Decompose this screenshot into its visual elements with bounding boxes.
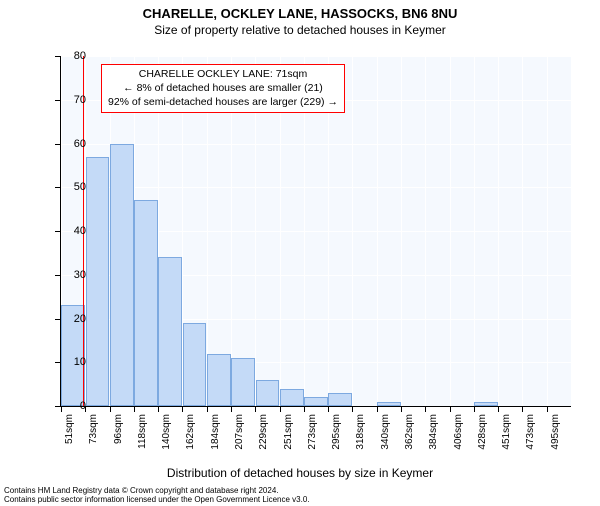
x-tick <box>61 406 62 412</box>
histogram-bar <box>231 358 255 406</box>
gridline-h <box>61 144 571 145</box>
chart-title: CHARELLE, OCKLEY LANE, HASSOCKS, BN6 8NU <box>0 6 600 21</box>
y-tick-label: 70 <box>74 94 86 106</box>
histogram-bar <box>86 157 110 406</box>
x-tick <box>207 406 208 412</box>
chart-subtitle: Size of property relative to detached ho… <box>0 23 600 37</box>
x-tick-label: 184sqm <box>210 414 221 450</box>
x-tick-label: 340sqm <box>380 414 391 450</box>
histogram-bar <box>158 257 182 406</box>
gridline-v <box>547 56 548 406</box>
histogram-bar <box>183 323 207 406</box>
y-tick-label: 80 <box>74 50 86 62</box>
attribution: Contains HM Land Registry data © Crown c… <box>4 486 310 504</box>
attribution-line-1: Contains HM Land Registry data © Crown c… <box>4 486 310 495</box>
y-tick-label: 50 <box>74 181 86 193</box>
x-tick <box>377 406 378 412</box>
x-tick <box>182 406 183 412</box>
histogram-bar <box>256 380 280 406</box>
info-line-1: CHARELLE OCKLEY LANE: 71sqm <box>108 67 338 81</box>
x-tick-label: 251sqm <box>283 414 294 450</box>
x-tick <box>231 406 232 412</box>
histogram-bar <box>280 389 304 407</box>
x-tick <box>522 406 523 412</box>
x-tick-label: 473sqm <box>525 414 536 450</box>
x-tick <box>547 406 548 412</box>
x-tick <box>425 406 426 412</box>
x-tick-label: 118sqm <box>137 414 148 449</box>
gridline-h <box>61 187 571 188</box>
x-tick-label: 428sqm <box>477 414 488 450</box>
x-tick <box>158 406 159 412</box>
histogram-bar <box>304 397 328 406</box>
x-tick <box>280 406 281 412</box>
histogram-bar <box>328 393 352 406</box>
gridline-v <box>352 56 353 406</box>
x-tick-label: 384sqm <box>428 414 439 450</box>
x-tick <box>352 406 353 412</box>
x-tick-label: 73sqm <box>88 414 99 444</box>
y-tick-label: 40 <box>74 225 86 237</box>
gridline-v <box>401 56 402 406</box>
x-tick-label: 96sqm <box>113 414 124 444</box>
x-tick-label: 207sqm <box>234 414 245 450</box>
x-tick <box>304 406 305 412</box>
histogram-bar <box>110 144 134 407</box>
x-tick-label: 362sqm <box>404 414 415 450</box>
y-tick-label: 20 <box>74 313 86 325</box>
y-tick-label: 10 <box>74 356 86 368</box>
info-line-3: 92% of semi-detached houses are larger (… <box>108 95 338 109</box>
gridline-v <box>425 56 426 406</box>
plot-area: CHARELLE OCKLEY LANE: 71sqm ← 8% of deta… <box>60 56 571 407</box>
x-tick <box>474 406 475 412</box>
x-tick-label: 295sqm <box>331 414 342 450</box>
x-tick <box>450 406 451 412</box>
x-tick-label: 406sqm <box>453 414 464 450</box>
gridline-v <box>377 56 378 406</box>
y-tick-label: 60 <box>74 138 86 150</box>
histogram-bar <box>377 402 401 406</box>
x-tick <box>498 406 499 412</box>
x-tick-label: 451sqm <box>501 414 512 450</box>
x-tick <box>134 406 135 412</box>
gridline-v <box>450 56 451 406</box>
gridline-h <box>61 56 571 57</box>
x-tick <box>401 406 402 412</box>
x-tick-label: 273sqm <box>307 414 318 450</box>
x-tick-label: 51sqm <box>64 414 75 444</box>
histogram-bar <box>134 200 158 406</box>
y-tick-label: 0 <box>80 400 86 412</box>
x-tick-label: 318sqm <box>355 414 366 450</box>
info-line-2: ← 8% of detached houses are smaller (21) <box>108 81 338 95</box>
gridline-v <box>522 56 523 406</box>
x-axis-label: Distribution of detached houses by size … <box>0 466 600 480</box>
gridline-v <box>498 56 499 406</box>
chart-container: CHARELLE, OCKLEY LANE, HASSOCKS, BN6 8NU… <box>0 6 600 506</box>
x-tick-label: 162sqm <box>185 414 196 450</box>
x-tick <box>110 406 111 412</box>
x-tick-label: 229sqm <box>258 414 269 450</box>
info-box: CHARELLE OCKLEY LANE: 71sqm ← 8% of deta… <box>101 64 345 113</box>
x-tick <box>255 406 256 412</box>
x-tick <box>328 406 329 412</box>
histogram-bar <box>207 354 231 407</box>
x-tick-label: 495sqm <box>550 414 561 450</box>
y-tick-label: 30 <box>74 269 86 281</box>
gridline-v <box>474 56 475 406</box>
x-tick-label: 140sqm <box>161 414 172 450</box>
histogram-bar <box>474 402 498 406</box>
